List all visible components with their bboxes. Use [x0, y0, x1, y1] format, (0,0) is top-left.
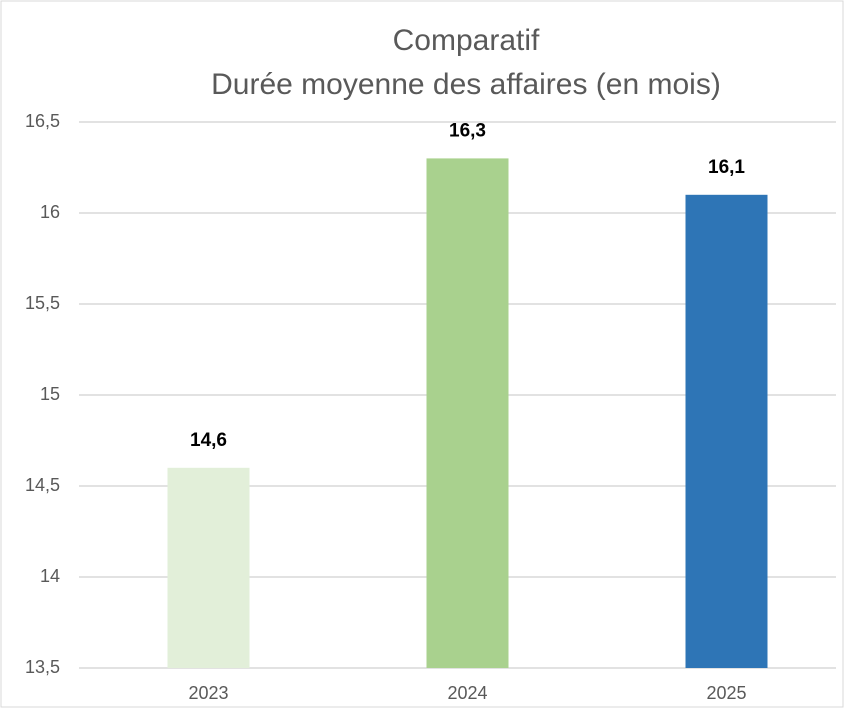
y-tick-label: 14 [40, 566, 60, 586]
x-tick-label: 2024 [447, 683, 487, 703]
bar [685, 194, 768, 669]
y-tick-label: 13,5 [25, 657, 60, 677]
x-tick-label: 2023 [188, 683, 228, 703]
bar [167, 467, 250, 668]
data-label: 16,3 [449, 120, 486, 141]
chart-title: Comparatif [393, 24, 540, 57]
y-tick-label: 16 [40, 202, 60, 222]
x-tick-label: 2025 [706, 683, 746, 703]
data-label: 14,6 [190, 430, 227, 451]
bar [426, 158, 509, 668]
y-tick-label: 14,5 [25, 475, 60, 495]
y-tick-label: 16,5 [25, 111, 60, 131]
y-tick-label: 15 [40, 384, 60, 404]
y-tick-label: 15,5 [25, 293, 60, 313]
data-label: 16,1 [708, 157, 745, 178]
chart-subtitle: Durée moyenne des affaires (en mois) [211, 68, 721, 101]
